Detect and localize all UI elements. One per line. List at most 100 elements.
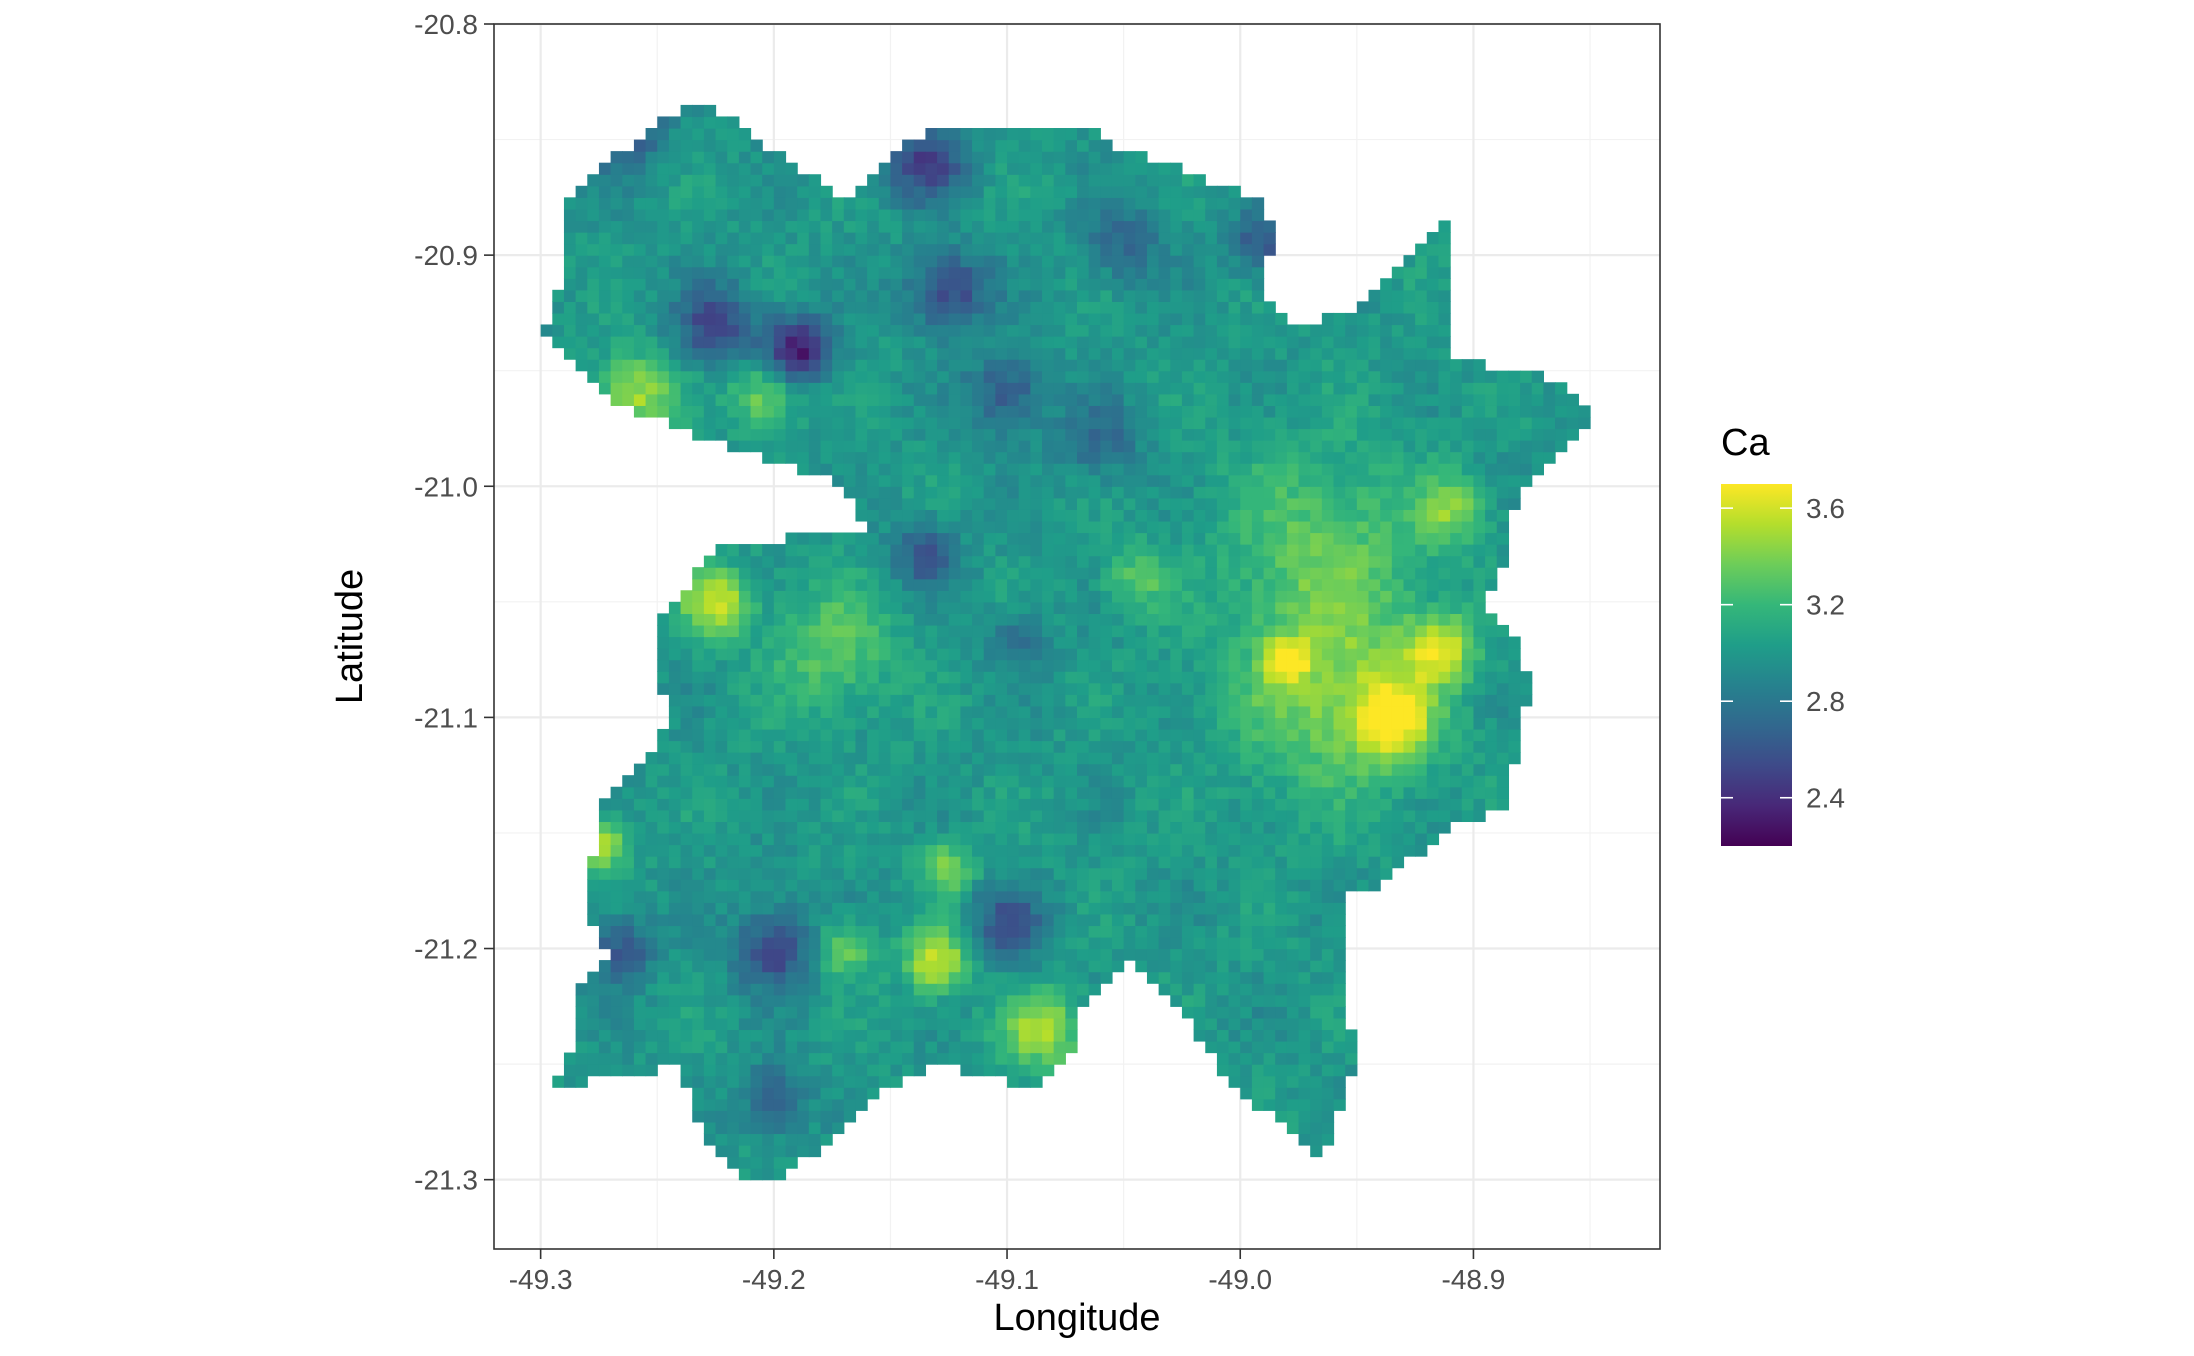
heatmap-cell xyxy=(902,475,914,487)
heatmap-cell xyxy=(704,428,716,440)
heatmap-cell xyxy=(681,417,693,429)
heatmap-cell xyxy=(914,972,926,984)
heatmap-cell xyxy=(972,417,984,429)
heatmap-cell xyxy=(937,706,949,718)
heatmap-cell xyxy=(692,428,704,440)
heatmap-cell xyxy=(1112,382,1124,394)
heatmap-cell xyxy=(1042,671,1054,683)
heatmap-cell xyxy=(611,382,623,394)
heatmap-cell xyxy=(1205,590,1217,602)
heatmap-cell xyxy=(855,810,867,822)
heatmap-cell xyxy=(879,1053,891,1065)
heatmap-cell xyxy=(902,995,914,1007)
heatmap-cell xyxy=(774,232,786,244)
heatmap-cell xyxy=(867,602,879,614)
heatmap-cell xyxy=(1030,405,1042,417)
heatmap-cell xyxy=(867,706,879,718)
heatmap-cell xyxy=(1030,140,1042,152)
heatmap-cell xyxy=(1194,359,1206,371)
heatmap-cell xyxy=(576,1029,588,1041)
heatmap-cell xyxy=(646,949,658,961)
heatmap-cell xyxy=(925,371,937,383)
heatmap-cell xyxy=(844,371,856,383)
heatmap-cell xyxy=(1299,336,1311,348)
heatmap-cell xyxy=(786,833,798,845)
heatmap-cell xyxy=(890,717,902,729)
heatmap-cell xyxy=(1147,509,1159,521)
heatmap-cell xyxy=(622,914,634,926)
heatmap-cell xyxy=(669,902,681,914)
heatmap-cell xyxy=(1089,914,1101,926)
heatmap-cell xyxy=(1112,845,1124,857)
heatmap-cell xyxy=(1322,787,1334,799)
heatmap-cell xyxy=(1310,1041,1322,1053)
heatmap-cell xyxy=(1299,1110,1311,1122)
heatmap-cell xyxy=(1205,775,1217,787)
heatmap-cell xyxy=(1299,1029,1311,1041)
heatmap-cell xyxy=(1054,267,1066,279)
heatmap-cell xyxy=(995,452,1007,464)
heatmap-cell xyxy=(1334,359,1346,371)
heatmap-cell xyxy=(669,602,681,614)
heatmap-cell xyxy=(1310,960,1322,972)
heatmap-cell xyxy=(1310,914,1322,926)
heatmap-cell xyxy=(1077,440,1089,452)
heatmap-cell xyxy=(622,856,634,868)
heatmap-cell xyxy=(890,336,902,348)
heatmap-cell xyxy=(832,902,844,914)
heatmap-cell xyxy=(832,821,844,833)
heatmap-cell xyxy=(995,787,1007,799)
heatmap-cell xyxy=(1089,382,1101,394)
heatmap-cell xyxy=(1042,856,1054,868)
heatmap-cell xyxy=(1240,521,1252,533)
heatmap-cell xyxy=(960,648,972,660)
heatmap-cell xyxy=(669,267,681,279)
heatmap-cell xyxy=(762,1110,774,1122)
heatmap-cell xyxy=(820,209,832,221)
heatmap-cell xyxy=(1205,278,1217,290)
heatmap-cell xyxy=(995,902,1007,914)
heatmap-cell xyxy=(1054,382,1066,394)
heatmap-cell xyxy=(751,706,763,718)
heatmap-cell xyxy=(1042,567,1054,579)
heatmap-cell xyxy=(1135,914,1147,926)
heatmap-cell xyxy=(797,925,809,937)
heatmap-cell xyxy=(727,394,739,406)
heatmap-cell xyxy=(1345,463,1357,475)
heatmap-cell xyxy=(1310,1145,1322,1157)
heatmap-cell xyxy=(844,683,856,695)
heatmap-cell xyxy=(611,949,623,961)
heatmap-cell xyxy=(1124,891,1136,903)
heatmap-cell xyxy=(995,440,1007,452)
heatmap-cell xyxy=(820,290,832,302)
heatmap-cell xyxy=(1077,140,1089,152)
heatmap-cell xyxy=(1100,637,1112,649)
heatmap-cell xyxy=(960,683,972,695)
heatmap-cell xyxy=(879,336,891,348)
heatmap-cell xyxy=(1299,440,1311,452)
heatmap-cell xyxy=(1299,613,1311,625)
heatmap-cell xyxy=(1240,567,1252,579)
heatmap-cell xyxy=(995,255,1007,267)
heatmap-cell xyxy=(599,821,611,833)
heatmap-cell xyxy=(867,428,879,440)
heatmap-cell xyxy=(634,290,646,302)
heatmap-cell xyxy=(1322,717,1334,729)
heatmap-cell xyxy=(1112,509,1124,521)
heatmap-cell xyxy=(1100,428,1112,440)
heatmap-cell xyxy=(1205,660,1217,672)
heatmap-cell xyxy=(1217,949,1229,961)
heatmap-cell xyxy=(727,1029,739,1041)
heatmap-cell xyxy=(937,428,949,440)
heatmap-cell xyxy=(1229,625,1241,637)
heatmap-cell xyxy=(820,741,832,753)
heatmap-cell xyxy=(1042,787,1054,799)
heatmap-cell xyxy=(797,683,809,695)
heatmap-cell xyxy=(1030,174,1042,186)
heatmap-cell xyxy=(587,902,599,914)
heatmap-cell xyxy=(972,532,984,544)
heatmap-cell xyxy=(1019,232,1031,244)
heatmap-cell xyxy=(1357,452,1369,464)
heatmap-cell xyxy=(1159,798,1171,810)
heatmap-cell xyxy=(1159,579,1171,591)
